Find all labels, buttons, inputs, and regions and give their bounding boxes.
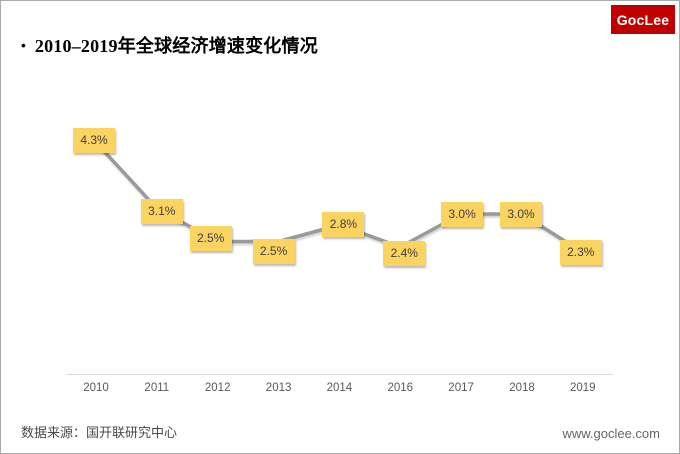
- page-title: 2010–2019年全球经济增速变化情况: [34, 36, 318, 56]
- data-label-2019: 2.3%: [559, 240, 602, 265]
- website-url: www.goclee.com: [562, 426, 660, 441]
- x-axis-label-2019: 2019: [570, 382, 596, 394]
- data-source-note: 数据来源：国开联研究中心: [21, 425, 178, 440]
- x-axis-label-2018: 2018: [509, 382, 535, 394]
- x-axis-label-2011: 2011: [144, 382, 170, 394]
- data-label-2011: 3.1%: [140, 199, 183, 224]
- bullet-icon: •: [21, 37, 26, 53]
- data-label-2010: 4.3%: [73, 128, 115, 153]
- x-axis-label-2013: 2013: [265, 382, 292, 394]
- x-axis-label-2010: 2010: [83, 382, 109, 394]
- x-axis-label-2014: 2014: [326, 382, 353, 394]
- x-axis-label-2016: 2016: [387, 382, 414, 394]
- data-label-2013: 2.5%: [252, 239, 295, 264]
- data-label-2012: 2.5%: [189, 226, 232, 251]
- brand-logo: GocLee: [611, 5, 675, 34]
- x-axis-label-2017: 2017: [448, 382, 474, 394]
- header: • 2010–2019年全球经济增速变化情况: [21, 32, 318, 58]
- data-label-2017: 3.0%: [441, 201, 484, 227]
- x-axis-label-2012: 2012: [204, 382, 231, 394]
- data-label-2018: 3.0%: [500, 201, 542, 227]
- data-label-2016: 2.4%: [383, 240, 426, 266]
- data-label-2014: 2.8%: [322, 211, 365, 237]
